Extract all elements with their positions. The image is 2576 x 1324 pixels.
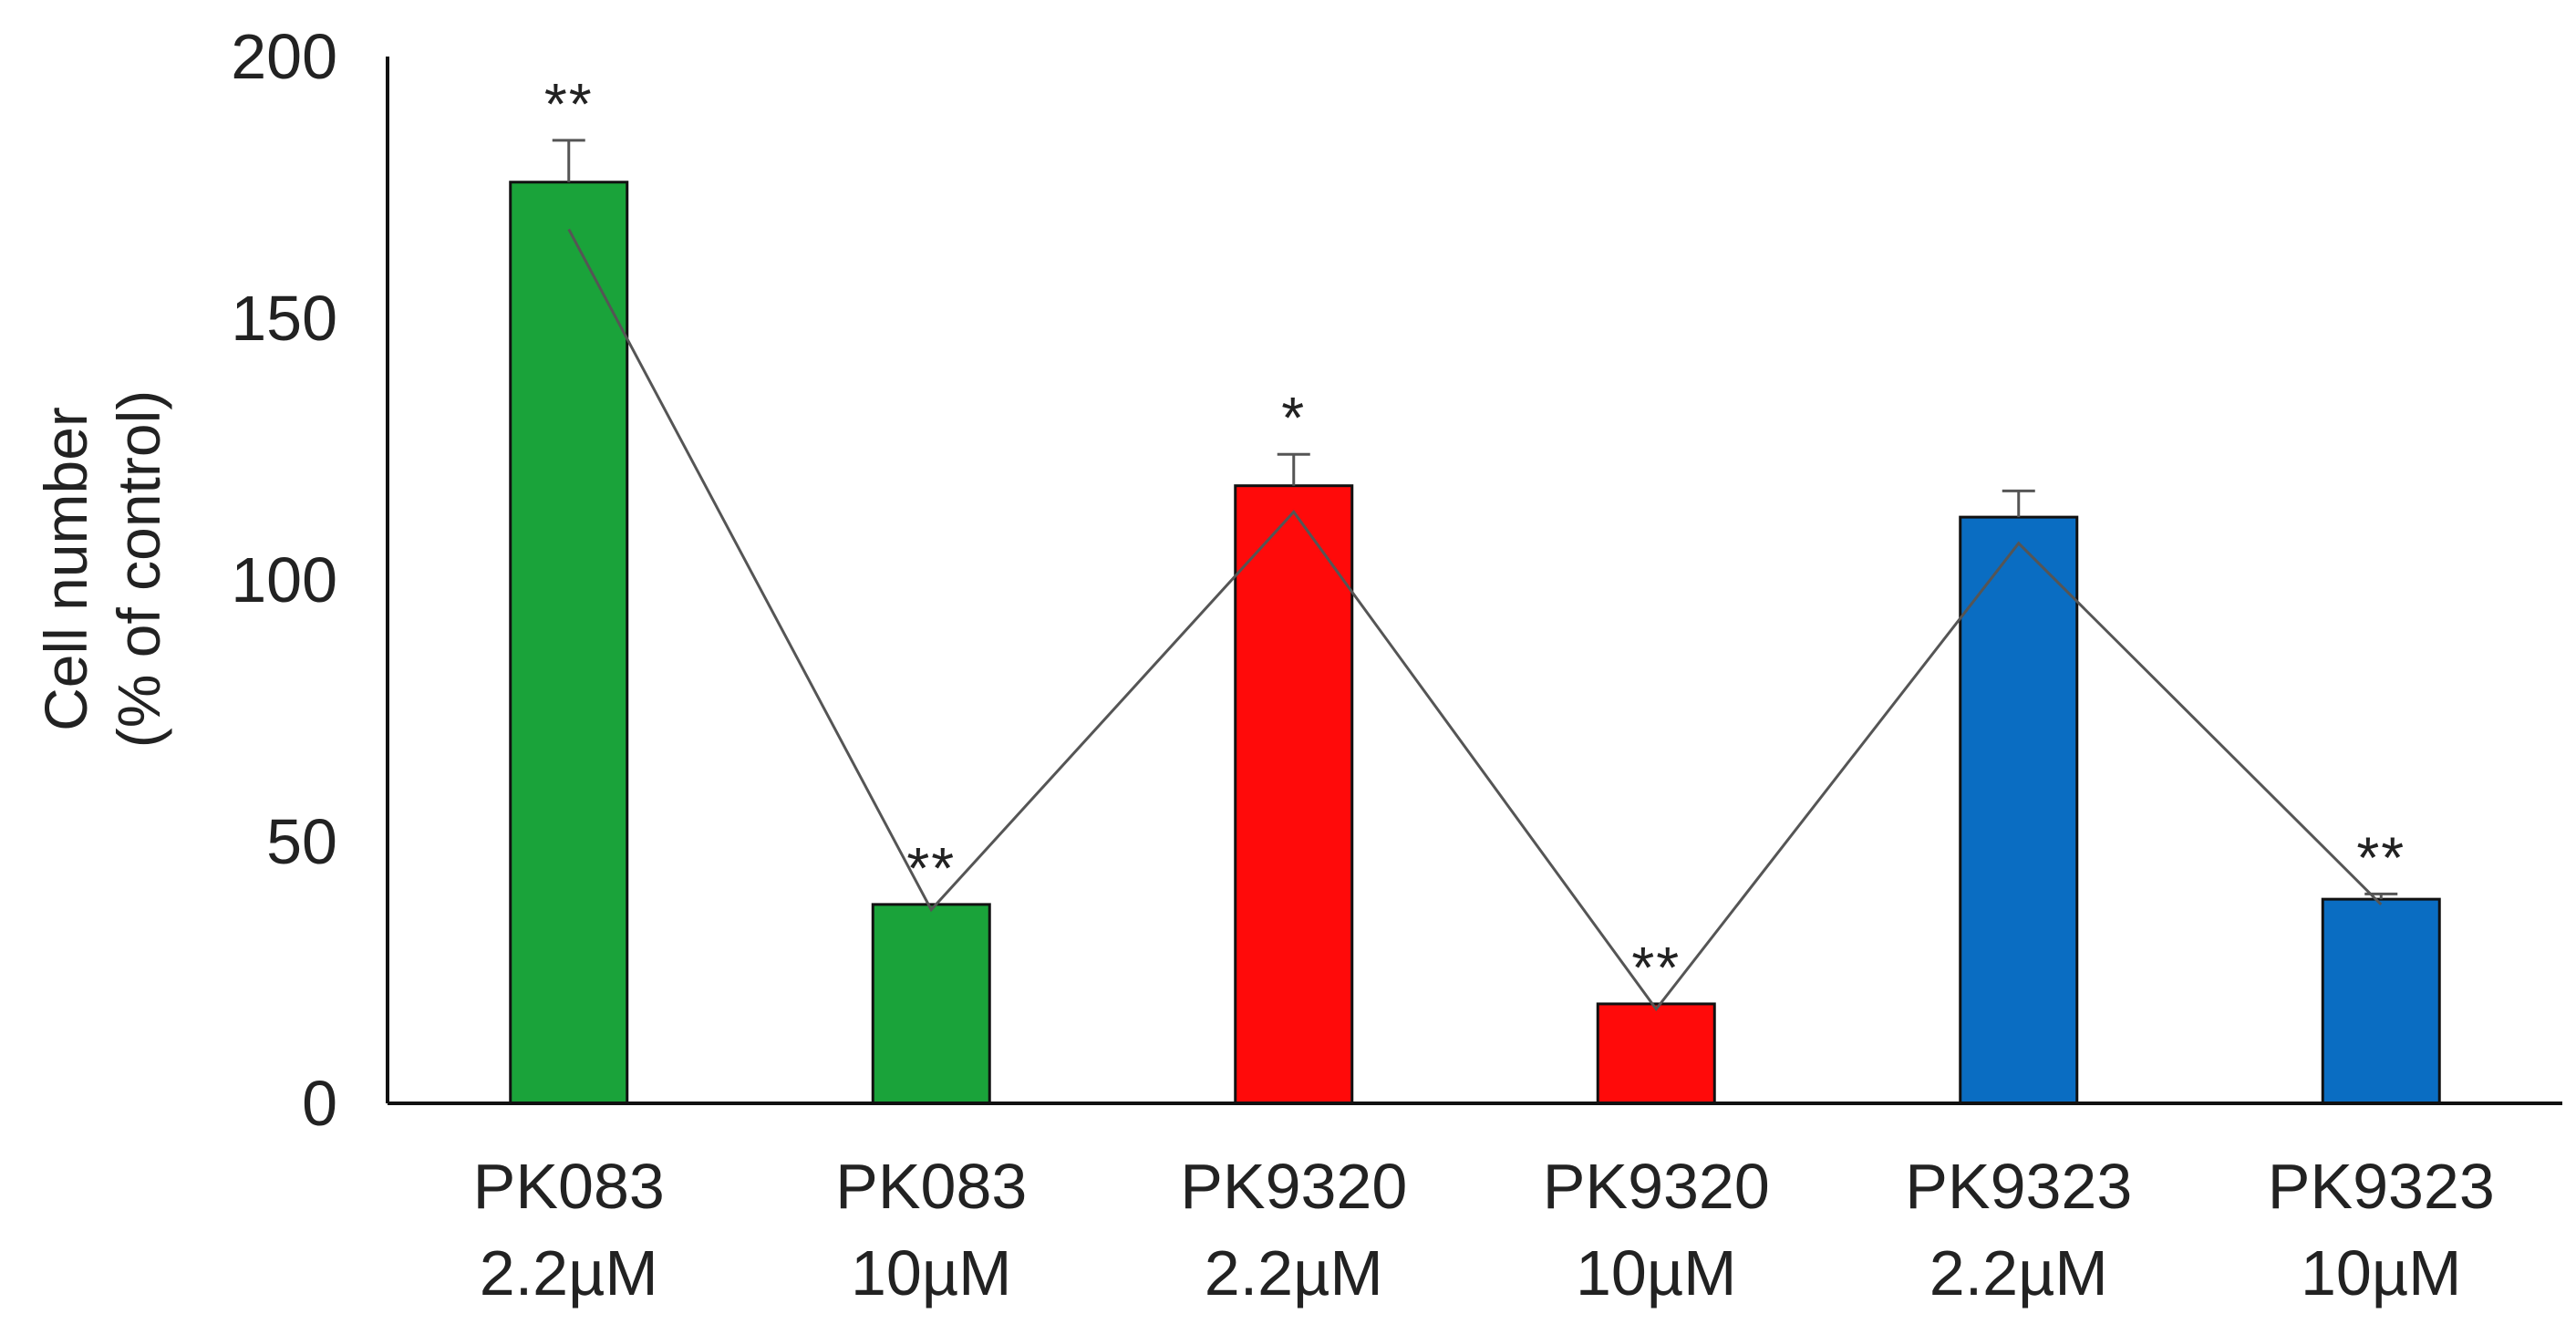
x-tick-label: PK083 xyxy=(835,1151,1027,1222)
axes-group xyxy=(386,57,2562,1105)
x-tick-label: PK9320 xyxy=(1180,1151,1407,1222)
y-axis-title: Cell number (% of control) xyxy=(32,390,172,748)
y-tick-label: 0 xyxy=(302,1068,337,1139)
significance-mark: ** xyxy=(1631,935,1681,1000)
significance-group: ********* xyxy=(544,71,2405,1000)
y-axis-ticks: 0 50 100 150 200 xyxy=(231,21,337,1139)
bar xyxy=(1959,515,2079,1105)
significance-mark: ** xyxy=(906,835,956,901)
bar xyxy=(1596,1002,1716,1105)
error-bars-group xyxy=(552,139,2398,900)
line-overlay-group xyxy=(567,228,2383,1012)
bar xyxy=(509,181,629,1105)
significance-mark: ** xyxy=(2356,824,2405,890)
x-tick-label: 2.2µM xyxy=(480,1237,658,1308)
bar xyxy=(2321,897,2441,1105)
x-tick-label: 2.2µM xyxy=(1929,1237,2108,1308)
x-tick-label: PK9323 xyxy=(2268,1151,2495,1222)
x-tick-label: 10µM xyxy=(2301,1237,2462,1308)
y-tick-label: 150 xyxy=(231,283,337,354)
x-tick-label: 10µM xyxy=(1576,1237,1737,1308)
y-axis-title-line-2: (% of control) xyxy=(105,390,172,748)
x-tick-label: PK083 xyxy=(473,1151,665,1222)
x-axis-labels: PK083 2.2µM PK083 10µM PK9320 2.2µM PK9320 10µM… xyxy=(473,1151,2495,1308)
significance-mark: ** xyxy=(544,71,594,137)
x-tick-label: PK9320 xyxy=(1543,1151,1770,1222)
overlay-line xyxy=(567,228,2383,1012)
bar xyxy=(871,903,991,1105)
bars-group xyxy=(509,181,2441,1105)
y-tick-label: 50 xyxy=(266,806,337,877)
y-tick-label: 100 xyxy=(231,544,337,615)
x-tick-label: 2.2µM xyxy=(1205,1237,1383,1308)
x-tick-label: 10µM xyxy=(851,1237,1012,1308)
x-tick-label: PK9323 xyxy=(1905,1151,2132,1222)
y-axis-title-line-1: Cell number xyxy=(32,407,99,731)
y-tick-label: 200 xyxy=(231,21,337,92)
significance-mark: * xyxy=(1281,385,1306,450)
bar xyxy=(1234,484,1354,1105)
